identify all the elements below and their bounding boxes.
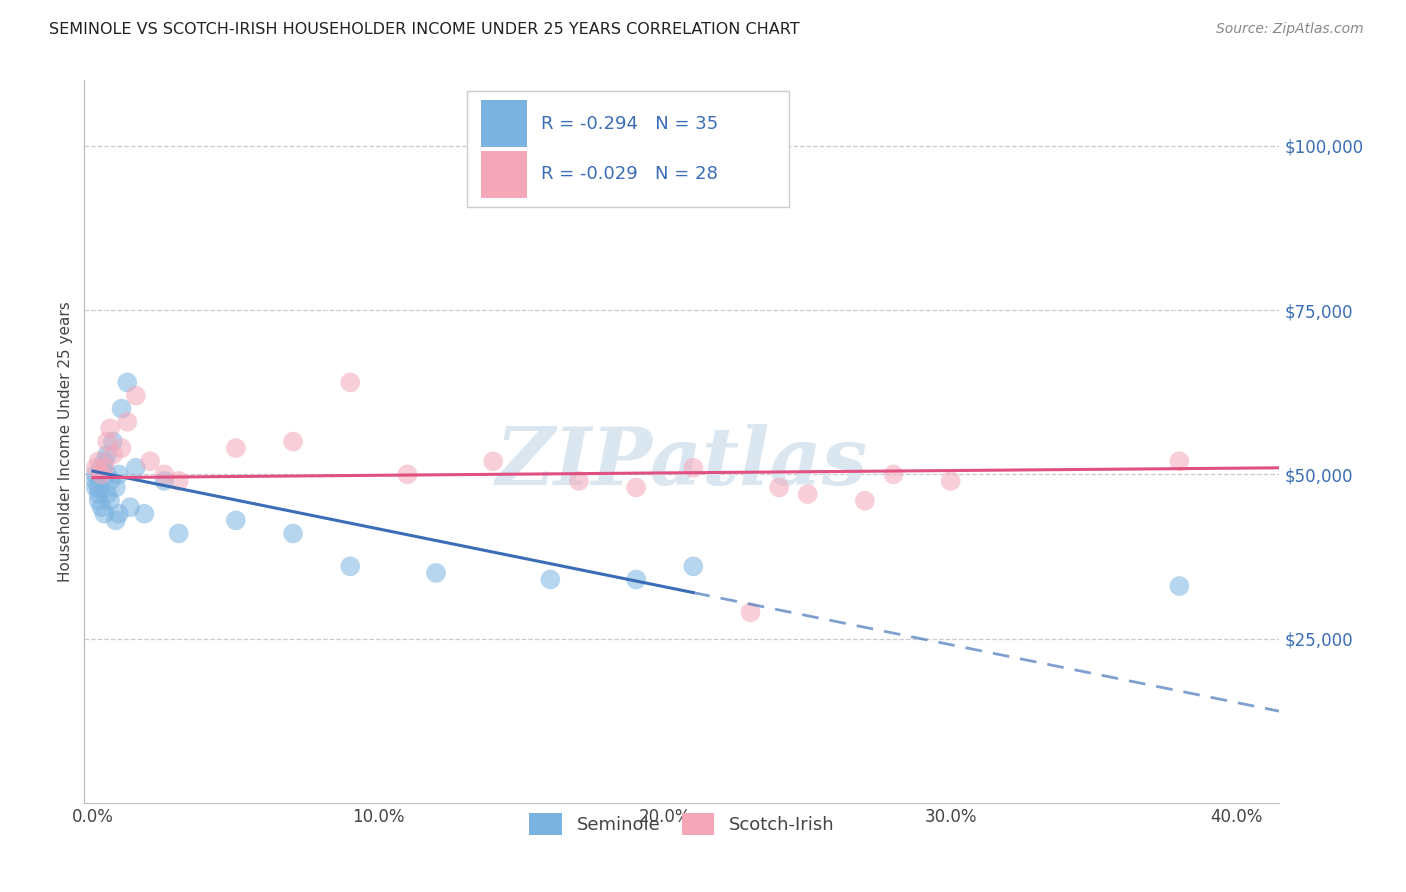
Text: R = -0.294   N = 35: R = -0.294 N = 35 xyxy=(541,115,718,133)
Point xyxy=(139,454,162,468)
Point xyxy=(682,559,704,574)
Point xyxy=(107,507,129,521)
Point xyxy=(87,487,110,501)
Point xyxy=(281,526,304,541)
Point xyxy=(84,481,107,495)
Text: SEMINOLE VS SCOTCH-IRISH HOUSEHOLDER INCOME UNDER 25 YEARS CORRELATION CHART: SEMINOLE VS SCOTCH-IRISH HOUSEHOLDER INC… xyxy=(49,22,800,37)
Point xyxy=(84,460,107,475)
Point xyxy=(167,526,190,541)
Point xyxy=(125,460,148,475)
Point xyxy=(482,454,505,468)
Point xyxy=(853,493,876,508)
Point xyxy=(153,474,176,488)
Legend: Seminole, Scotch-Irish: Seminole, Scotch-Irish xyxy=(520,805,844,845)
Point xyxy=(396,467,419,482)
Point xyxy=(90,500,112,515)
Point xyxy=(225,513,247,527)
Point xyxy=(110,401,132,416)
Point xyxy=(740,605,762,619)
Point xyxy=(796,487,818,501)
Point xyxy=(1168,579,1191,593)
Point xyxy=(101,448,124,462)
Point xyxy=(101,434,124,449)
Point xyxy=(104,481,127,495)
Point xyxy=(768,481,790,495)
Point xyxy=(110,441,132,455)
Point xyxy=(624,481,647,495)
Point xyxy=(167,474,190,488)
Point xyxy=(117,415,139,429)
Point xyxy=(120,500,142,515)
Text: R = -0.029   N = 28: R = -0.029 N = 28 xyxy=(541,165,718,183)
Point xyxy=(682,460,704,475)
Point xyxy=(125,388,148,402)
Point xyxy=(84,474,107,488)
Point xyxy=(107,467,129,482)
Point xyxy=(96,487,118,501)
Point xyxy=(90,460,112,475)
Point xyxy=(225,441,247,455)
Point xyxy=(93,460,115,475)
Point xyxy=(281,434,304,449)
Point xyxy=(117,376,139,390)
Point xyxy=(538,573,561,587)
Point xyxy=(939,474,962,488)
Point xyxy=(568,474,591,488)
Point xyxy=(153,467,176,482)
Point xyxy=(1168,454,1191,468)
Text: Source: ZipAtlas.com: Source: ZipAtlas.com xyxy=(1216,22,1364,37)
Point xyxy=(339,376,361,390)
Point xyxy=(90,467,112,482)
Point xyxy=(96,448,118,462)
Point xyxy=(134,507,156,521)
Point xyxy=(104,513,127,527)
Y-axis label: Householder Income Under 25 years: Householder Income Under 25 years xyxy=(58,301,73,582)
Point xyxy=(98,493,121,508)
FancyBboxPatch shape xyxy=(467,91,790,207)
Point xyxy=(96,434,118,449)
Point xyxy=(425,566,447,580)
Point xyxy=(93,454,115,468)
Text: ZIPatlas: ZIPatlas xyxy=(496,425,868,502)
Point xyxy=(96,467,118,482)
Point xyxy=(84,467,107,482)
FancyBboxPatch shape xyxy=(481,151,527,198)
Point xyxy=(87,481,110,495)
Point xyxy=(98,474,121,488)
Point xyxy=(87,454,110,468)
Point xyxy=(87,493,110,508)
Point xyxy=(882,467,904,482)
Point xyxy=(93,507,115,521)
Point xyxy=(624,573,647,587)
Point xyxy=(98,421,121,435)
Point xyxy=(339,559,361,574)
FancyBboxPatch shape xyxy=(481,100,527,147)
